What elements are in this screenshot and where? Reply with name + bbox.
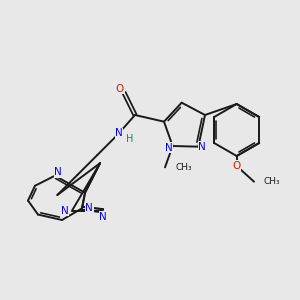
Text: N: N bbox=[165, 143, 172, 153]
Text: H: H bbox=[126, 134, 134, 144]
Text: N: N bbox=[199, 142, 206, 152]
Text: O: O bbox=[232, 161, 241, 171]
Text: N: N bbox=[99, 212, 107, 222]
Text: O: O bbox=[116, 84, 124, 94]
Text: CH₃: CH₃ bbox=[176, 163, 192, 172]
Text: N: N bbox=[115, 128, 123, 138]
Text: N: N bbox=[55, 167, 62, 177]
Text: N: N bbox=[61, 206, 68, 216]
Text: CH₃: CH₃ bbox=[263, 177, 280, 186]
Text: N: N bbox=[85, 203, 93, 213]
